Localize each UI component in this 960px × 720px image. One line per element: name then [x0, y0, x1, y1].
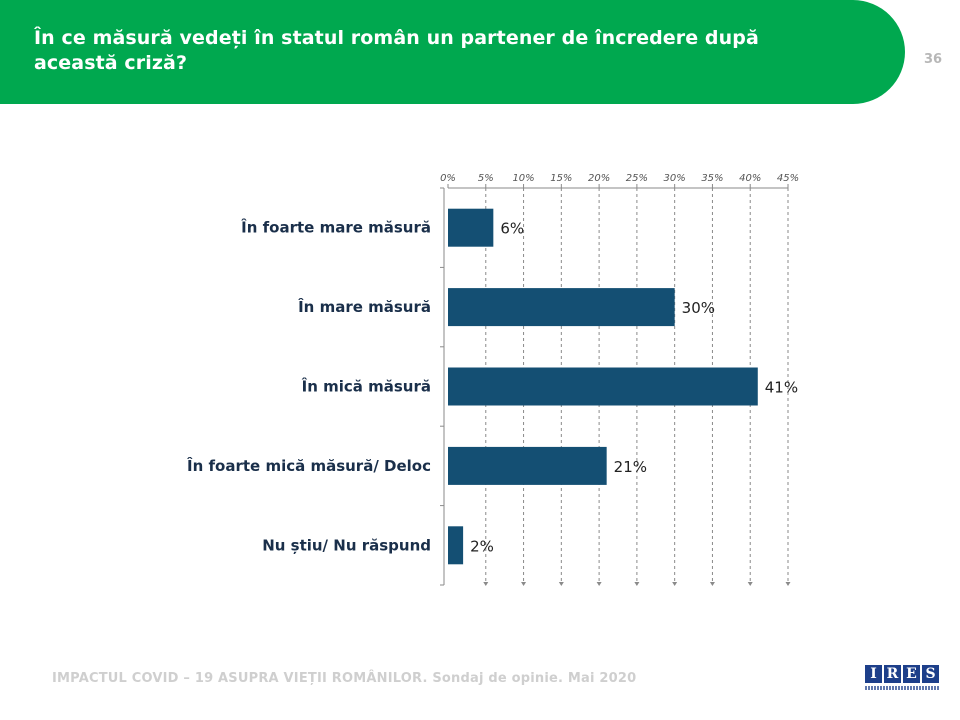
category-label: În mare măsură — [298, 297, 431, 316]
x-tick-label: 25% — [626, 173, 648, 184]
slide-title: În ce măsură vedeți în statul român un p… — [34, 27, 759, 74]
gridline-arrow — [558, 582, 564, 586]
bar — [448, 446, 607, 485]
x-tick-label: 20% — [588, 173, 610, 184]
gridline-arrow — [521, 582, 527, 586]
ires-logo: I R E S — [865, 665, 941, 695]
gridline-arrow — [785, 582, 791, 586]
x-tick-label: 35% — [701, 173, 723, 184]
data-label: 21% — [614, 458, 647, 476]
page-number: 36 — [923, 52, 943, 67]
logo-letter: E — [903, 665, 920, 683]
gridline-arrow — [747, 582, 753, 586]
data-label: 6% — [500, 220, 524, 238]
gridline-arrow — [634, 582, 640, 586]
gridline-arrow — [483, 582, 489, 586]
gridline-arrow — [672, 582, 678, 586]
data-label: 30% — [682, 299, 715, 317]
bar — [448, 208, 494, 247]
bar — [448, 526, 464, 565]
footer-text: IMPACTUL COVID – 19 ASUPRA VIEȚII ROMÂNI… — [52, 671, 637, 686]
gridline-arrow — [596, 582, 602, 586]
x-tick-label: 0% — [440, 173, 456, 184]
category-label: În mică măsură — [302, 377, 431, 396]
x-tick-label: 5% — [478, 173, 494, 184]
data-label: 2% — [470, 537, 494, 555]
bar — [448, 288, 675, 327]
data-label: 41% — [765, 379, 798, 397]
bar — [448, 367, 758, 406]
logo-letter: I — [865, 665, 882, 683]
x-tick-label: 30% — [664, 173, 686, 184]
x-tick-label: 15% — [550, 173, 572, 184]
category-label: Nu știu/ Nu răspund — [262, 536, 431, 554]
header-band — [0, 0, 905, 104]
x-tick-label: 45% — [777, 173, 799, 184]
logo-tagline-graphic — [865, 686, 939, 690]
category-label: În foarte mare măsură — [241, 218, 431, 237]
x-tick-label: 40% — [739, 173, 761, 184]
gridline-arrow — [709, 582, 715, 586]
category-label: În foarte mică măsură/ Deloc — [187, 456, 431, 475]
x-tick-label: 10% — [512, 173, 534, 184]
logo-letter: R — [884, 665, 901, 683]
logo-letter: S — [922, 665, 939, 683]
